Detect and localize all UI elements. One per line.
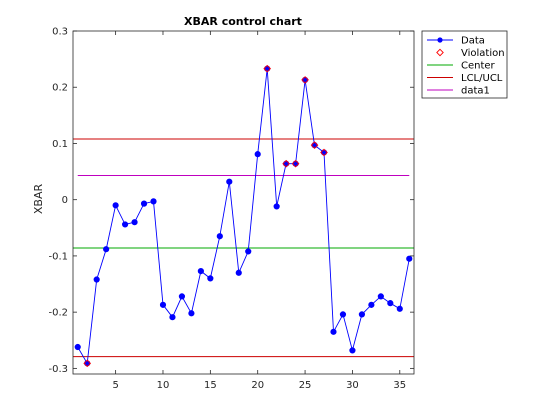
plot-area [73, 31, 414, 374]
legend-item: Violation [436, 48, 505, 59]
x-tick-label: 10 [157, 380, 170, 391]
legend-item: data1 [427, 86, 490, 97]
data-point [273, 203, 280, 210]
violation-marker [301, 76, 309, 84]
data-point [368, 301, 375, 308]
plot-box [72, 30, 415, 375]
data-point [103, 246, 110, 253]
x-tick-label: 15 [204, 380, 217, 391]
y-tick-label: -0.1 [48, 251, 68, 262]
y-tick-label: 0.3 [52, 27, 68, 38]
data-point [349, 347, 356, 354]
violation-marker [291, 159, 300, 168]
x-tick-label: 25 [299, 380, 312, 391]
y-axis-label: XBAR [32, 184, 45, 215]
data-point [197, 268, 204, 275]
axis-ticks: 5 10 15 20 25 30 35 -0.3 -0.2 -0.1 0 0.1 0.2 0.3 [48, 27, 414, 391]
legend-label: Center [461, 61, 496, 72]
x-tick-label: 35 [393, 380, 406, 391]
reference-lines [73, 138, 414, 358]
y-tick-label: 0.1 [52, 139, 68, 150]
data-point [387, 300, 394, 307]
data-point [140, 200, 148, 207]
data-point [188, 310, 195, 317]
data-point [216, 233, 223, 240]
data-point [339, 311, 347, 318]
legend-label: Violation [461, 48, 505, 59]
data-point [254, 151, 261, 158]
y-tick-label: -0.2 [48, 308, 68, 319]
data-point [235, 269, 242, 276]
data-point [159, 301, 167, 308]
x-tick-label: 20 [251, 380, 264, 391]
legend-marker-violation [436, 48, 444, 57]
violation-marker [320, 148, 328, 157]
legend-marker-data [437, 37, 443, 43]
data-point [358, 311, 366, 318]
x-tick-label: 5 [112, 380, 118, 391]
legend-label: Data [461, 36, 485, 47]
legend-item: Data [427, 36, 485, 47]
y-tick-label: -0.3 [48, 364, 68, 375]
violation-marker [263, 64, 272, 73]
data-point [112, 202, 119, 209]
data-point [377, 293, 384, 300]
violation-marker [83, 359, 92, 368]
y-tick-label: 0 [62, 195, 68, 206]
data-point [74, 343, 81, 351]
legend-item: Center [427, 61, 496, 72]
data-point [226, 178, 233, 185]
data-point [330, 328, 337, 335]
data-point [396, 305, 403, 312]
x-tick-label: 30 [346, 380, 359, 391]
legend-label: LCL/UCL [461, 73, 503, 84]
data-point [406, 255, 413, 262]
data-point [131, 219, 138, 226]
violation-marker [310, 141, 319, 149]
y-tick-label: 0.2 [52, 83, 68, 94]
data-point [150, 198, 157, 205]
data-series [74, 64, 413, 368]
chart-title: XBAR control chart [184, 15, 302, 28]
data-point [121, 221, 129, 228]
data-point [93, 276, 100, 283]
data-point [178, 293, 186, 300]
data-point [207, 275, 214, 282]
data-point [169, 314, 176, 321]
data-point [245, 248, 252, 255]
legend-label: data1 [461, 86, 490, 97]
legend-item: LCL/UCL [427, 73, 503, 84]
violation-marker [282, 159, 290, 168]
